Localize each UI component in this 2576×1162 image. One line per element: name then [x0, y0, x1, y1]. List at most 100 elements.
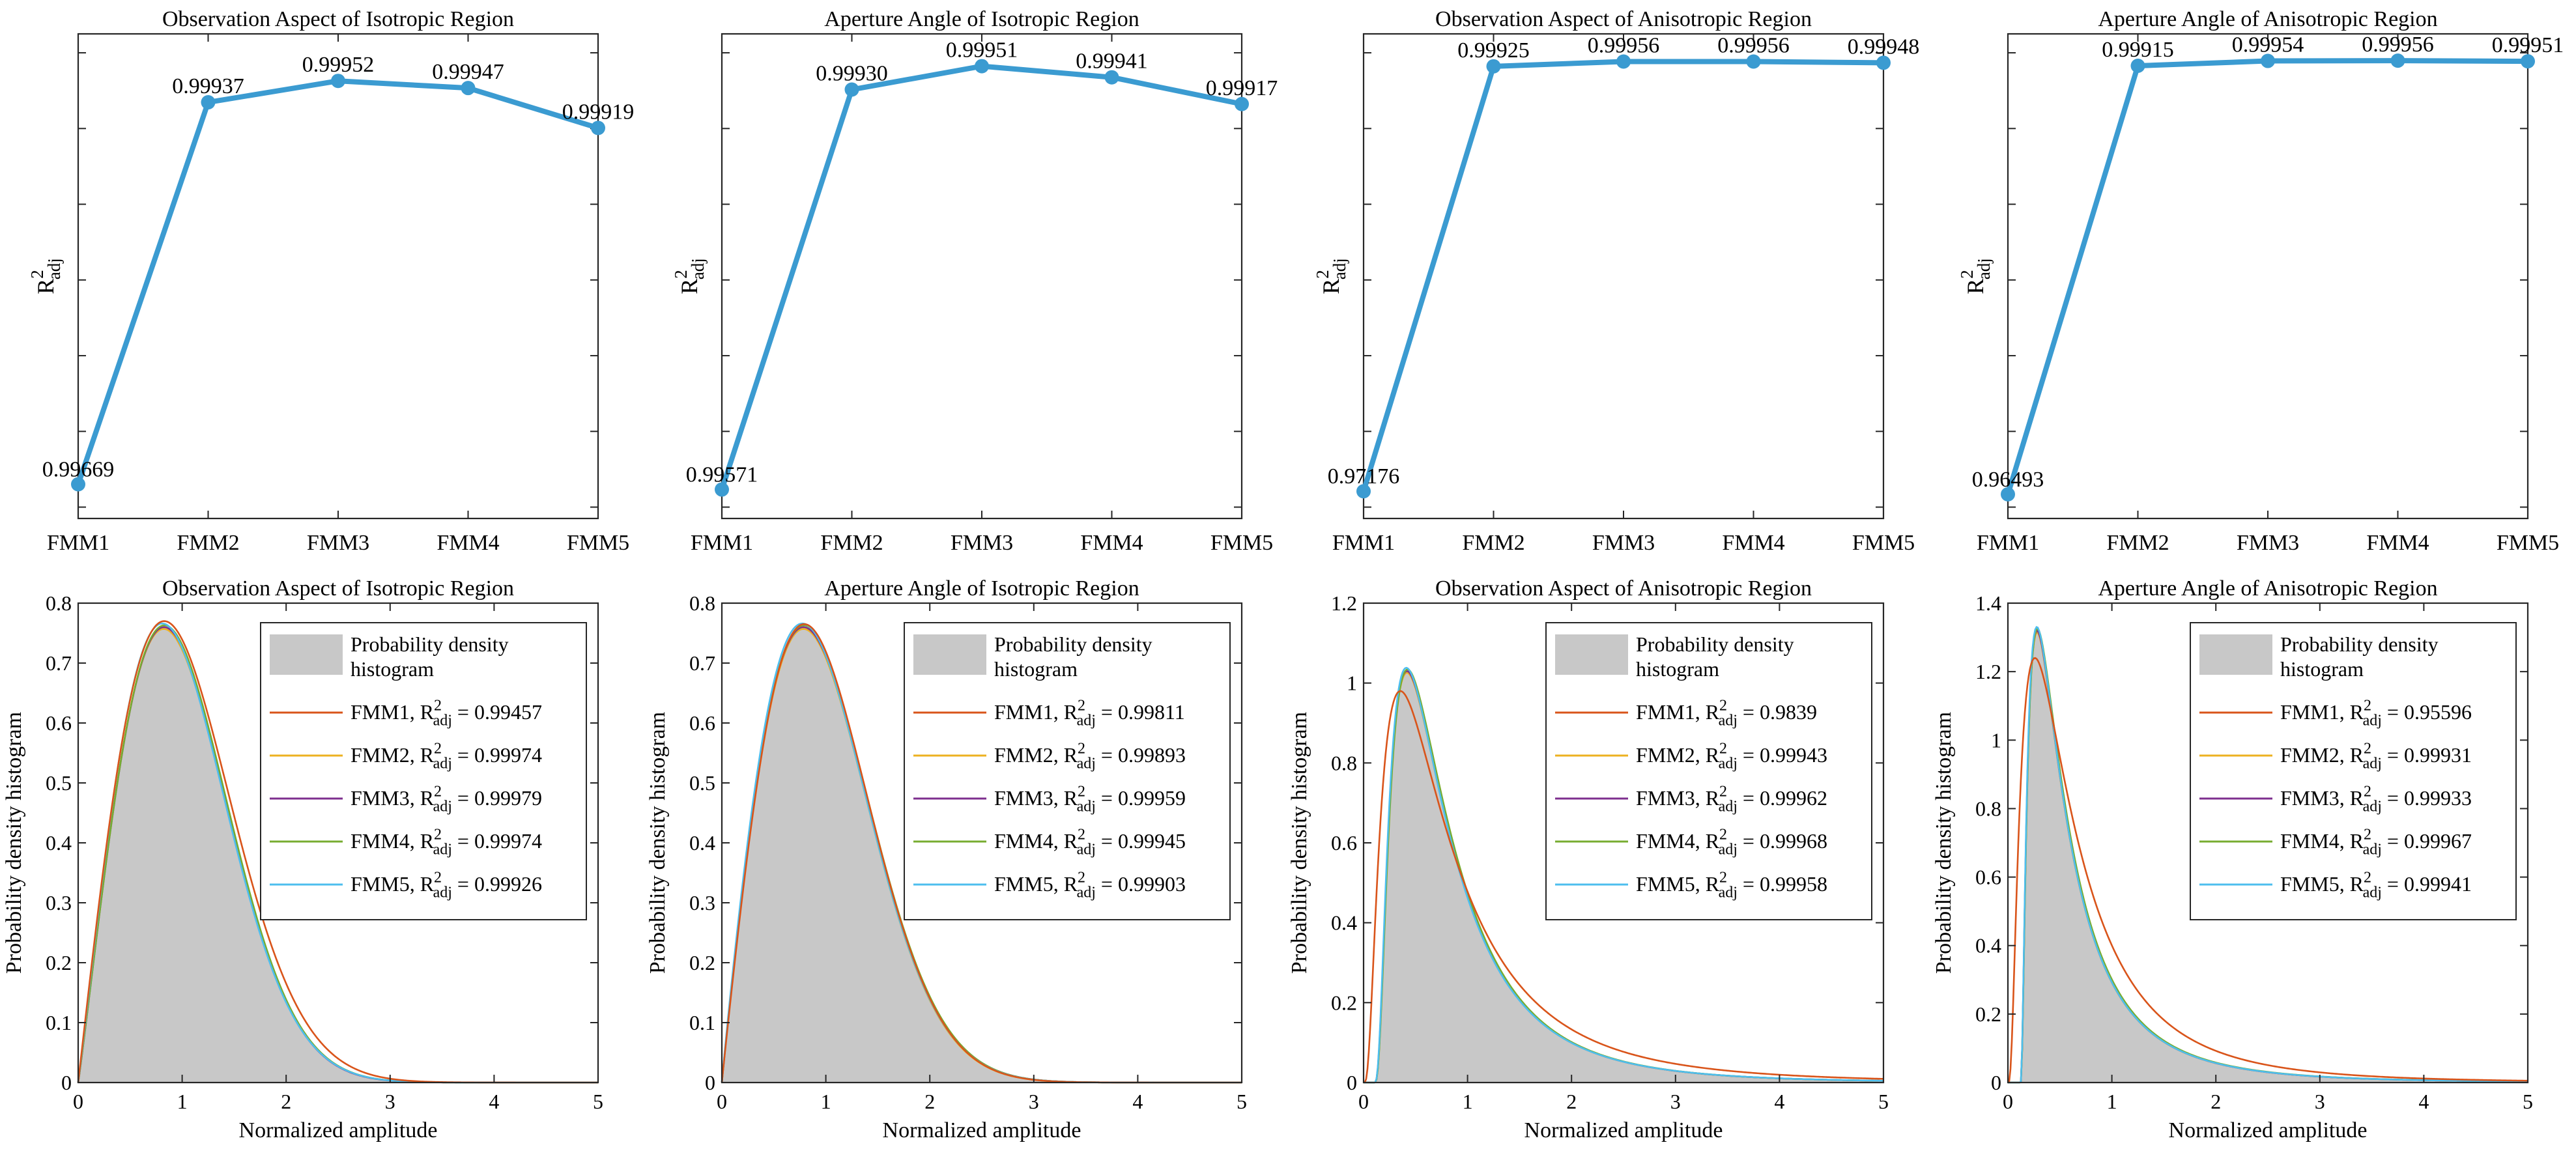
x-tick-label: 3 [1670, 1090, 1681, 1113]
x-tick-label: 1 [821, 1090, 831, 1113]
x-axis-label: Normalized amplitude [1524, 1118, 1723, 1142]
legend-label-histogram-2: histogram [994, 657, 1078, 681]
legend-label-fmm1: FMM1, R2 adj = 0.95596 [2280, 698, 2472, 730]
x-tick-label: FMM3 [307, 531, 369, 555]
x-tick-label: FMM2 [820, 531, 883, 555]
x-tick-label: 1 [177, 1090, 188, 1113]
y-tick-label: 0.7 [689, 651, 715, 675]
x-tick-label: 0 [2003, 1090, 2013, 1113]
line-chart-4: FMM1 FMM2 FMM3 FMM4 FMM5 Aperture Angle of An… [1957, 7, 2564, 555]
data-label: 0.99941 [1076, 50, 1148, 74]
fit-curve-fmm1 [1363, 690, 1884, 1084]
plot-frame [1362, 33, 1885, 520]
x-tick-label: 3 [2315, 1090, 2325, 1113]
legend-label-fmm3: FMM3, R2 adj = 0.99962 [1636, 784, 1827, 815]
y-tick-label: 0.4 [1975, 934, 2001, 957]
data-point [2261, 53, 2275, 68]
y-axis-label: Probability density histogram [1932, 712, 1956, 974]
y-tick-label: 1 [1347, 672, 1357, 695]
x-tick-label: FMM3 [951, 531, 1013, 555]
x-tick-label: 4 [489, 1090, 499, 1113]
x-tick-label: FMM4 [2366, 531, 2429, 555]
y-axis-label: R2adj [27, 258, 64, 294]
x-tick-label: 4 [2418, 1090, 2429, 1113]
legend-label-fmm3: FMM3, R2 adj = 0.99959 [994, 784, 1186, 815]
y-tick-label: 1 [1991, 728, 2001, 752]
y-axis-label: Probability density histogram [1287, 712, 1311, 974]
data-point [1876, 55, 1891, 70]
chart-title: Observation Aspect of Isotropic Region [162, 576, 514, 601]
fit-curve-fmm5 [1364, 666, 1884, 1084]
legend-label-fmm5: FMM5, R2 adj = 0.99958 [1636, 870, 1827, 901]
data-point [331, 74, 345, 89]
y-tick-label: 0 [1991, 1071, 2001, 1094]
y-tick-label: 0.5 [46, 771, 72, 795]
legend-label-fmm4: FMM4, R2 adj = 0.99967 [2280, 827, 2472, 858]
legend-label-fmm3: FMM3, R2 adj = 0.99933 [2280, 784, 2472, 815]
data-label: 0.99951 [946, 38, 1018, 63]
legend-label-fmm2: FMM2, R2 adj = 0.99931 [2280, 741, 2472, 772]
legend-label-fmm3: FMM3, R2 adj = 0.99979 [351, 784, 542, 815]
legend-label-histogram-2: histogram [1636, 657, 1719, 681]
y-axis-label: R2adj [1957, 258, 1994, 294]
x-tick-label: 2 [924, 1090, 935, 1113]
y-tick-label: 0 [61, 1071, 72, 1094]
data-label: 0.99930 [816, 62, 888, 86]
x-tick-label: 1 [2107, 1090, 2117, 1113]
histogram-area [1364, 671, 1883, 1083]
y-tick-label: 0.6 [1331, 831, 1357, 855]
y-tick-label: 0.4 [1331, 911, 1357, 935]
y-tick-label: 0.2 [1975, 1002, 2001, 1026]
x-tick-label: 5 [1237, 1090, 1247, 1113]
data-point [715, 482, 729, 497]
histogram-area [2008, 631, 2528, 1083]
y-tick-label: 0 [705, 1071, 715, 1094]
plot-frame [2007, 602, 2529, 1084]
density-chart-1: 0 1 2 3 4 5 0 0.1 0.2 0.3 0.4 0.5 0.6 0.7 0.8 Observati… [2, 576, 603, 1142]
x-tick-label: 3 [385, 1090, 395, 1113]
chart-title: Aperture Angle of Anisotropic Region [2098, 576, 2437, 601]
chart-title: Aperture Angle of Anisotropic Region [2098, 7, 2437, 31]
data-point [2001, 487, 2015, 502]
density-chart-2: 0 1 2 3 4 5 0 0.1 0.2 0.3 0.4 0.5 0.6 0.7 0.8 Aperture … [646, 576, 1247, 1142]
y-axis-label-text: R2adj [1957, 258, 1994, 294]
data-point [2130, 59, 2145, 74]
y-tick-label: 0.8 [46, 591, 72, 615]
y-tick-label: 0.1 [46, 1011, 72, 1034]
legend-label-fmm5: FMM5, R2 adj = 0.99926 [351, 870, 542, 901]
y-tick-label: 0.5 [689, 771, 715, 795]
legend-swatch-histogram [2199, 634, 2272, 675]
chart-title: Aperture Angle of Isotropic Region [824, 576, 1139, 601]
histogram-area [78, 627, 598, 1083]
data-label: 0.99956 [1588, 33, 1660, 57]
legend-label-fmm2: FMM2, R2 adj = 0.99974 [351, 741, 542, 772]
fit-curve-fmm5 [2008, 625, 2528, 1084]
data-label: 0.99951 [2492, 33, 2564, 57]
legend-label-fmm2: FMM2, R2 adj = 0.99943 [1636, 741, 1827, 772]
x-tick-label: FMM3 [1592, 531, 1655, 555]
chart-title: Observation Aspect of Anisotropic Region [1435, 7, 1812, 31]
data-label: 0.97176 [1328, 464, 1400, 489]
legend-label-histogram-2: histogram [2280, 657, 2364, 681]
x-tick-label: 2 [2211, 1090, 2221, 1113]
x-tick-label: FMM5 [1210, 531, 1273, 555]
data-point [1356, 484, 1371, 499]
legend-label-histogram: Probability density [2280, 632, 2439, 656]
y-tick-label: 0.4 [689, 831, 715, 855]
x-tick-label: 3 [1029, 1090, 1039, 1113]
legend-label-histogram: Probability density [994, 632, 1152, 656]
legend-label-histogram-2: histogram [351, 657, 434, 681]
x-tick-label: 0 [1358, 1090, 1369, 1113]
chart-title: Observation Aspect of Anisotropic Region [1435, 576, 1812, 601]
x-tick-label: 5 [2523, 1090, 2533, 1113]
x-tick-label: FMM4 [1080, 531, 1143, 555]
data-point [844, 82, 859, 97]
x-tick-label: 2 [281, 1090, 291, 1113]
data-point [1486, 59, 1501, 74]
x-tick-label: 5 [1878, 1090, 1889, 1113]
legend-label-fmm4: FMM4, R2 adj = 0.99945 [994, 827, 1186, 858]
data-label: 0.99937 [172, 74, 244, 98]
data-label: 0.99925 [1457, 38, 1530, 63]
